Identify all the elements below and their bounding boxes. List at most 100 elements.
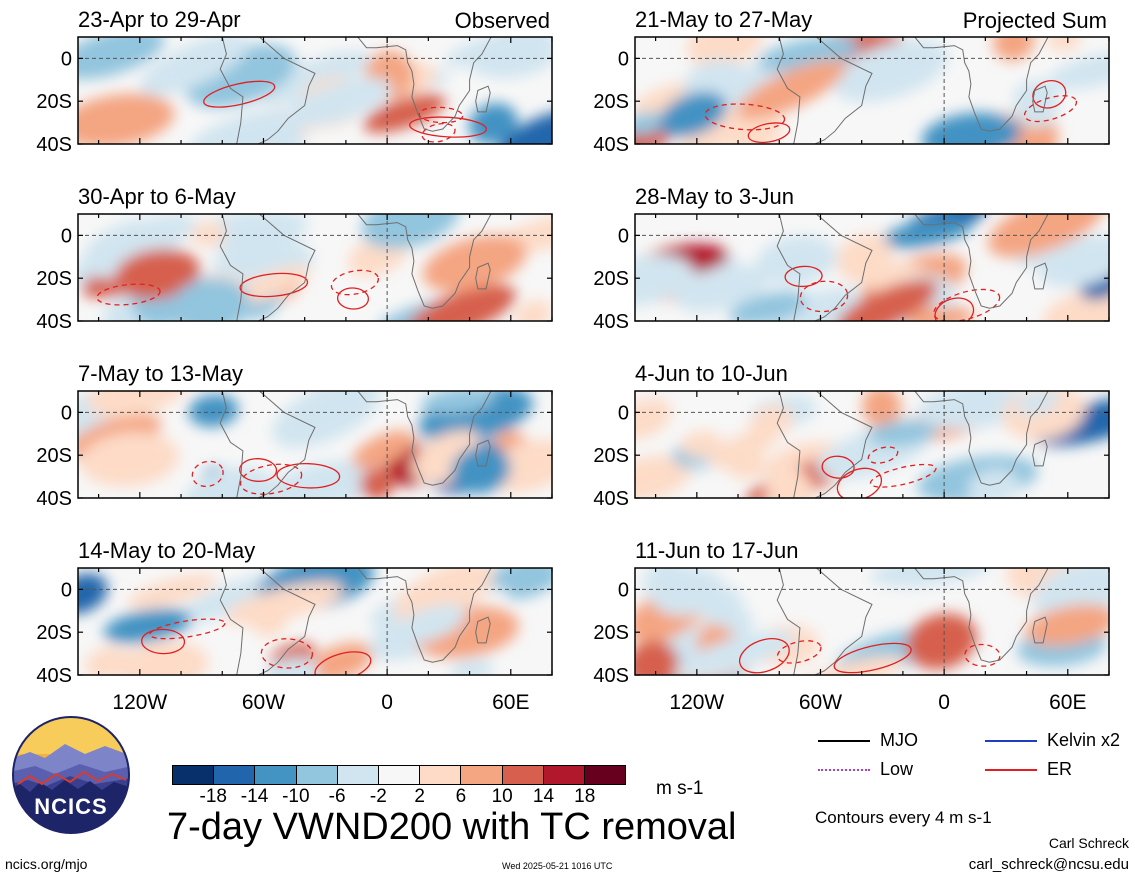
wind-anomaly-blob: [771, 287, 863, 321]
wind-anomaly-blob: [987, 214, 1105, 258]
madagascar-outline: [1032, 439, 1048, 467]
wind-anomaly-blob: [87, 391, 187, 418]
lat-tick-label: 40S: [593, 488, 629, 510]
site-link[interactable]: ncics.org/mjo: [5, 856, 88, 872]
column-header: Observed: [455, 8, 550, 33]
er-contour: [409, 116, 487, 138]
south-america-outline: [219, 391, 316, 498]
wind-anomaly-blob: [862, 391, 902, 429]
wind-anomaly-blob: [687, 37, 764, 69]
wind-anomaly-blob: [78, 93, 175, 144]
wind-anomaly-blob: [1033, 568, 1109, 622]
wind-anomaly-blob: [421, 391, 496, 415]
er-contour: [239, 458, 278, 482]
lat-tick-label: 40S: [36, 665, 72, 687]
map-panel: 0 20S 40S 11-Jun to 17-Jun 120W 60W 0 60E: [593, 538, 1110, 714]
lat-tick-label: 40S: [36, 311, 72, 333]
lon-tick-label: 60E: [1049, 691, 1086, 714]
lat-tick-label: 20S: [36, 91, 72, 113]
panel-frame: [634, 390, 1110, 499]
colorbar-swatch: [173, 766, 215, 784]
er-contour: [260, 638, 314, 669]
lat-tick-label: 40S: [593, 134, 629, 156]
map-panel: 0 20S 40S 21-May to 27-May Projected Sum: [593, 7, 1110, 156]
wind-anomaly-blob: [172, 573, 282, 626]
lat-tick-label: 0: [61, 225, 72, 247]
madagascar-outline: [1032, 85, 1048, 113]
legend-item: ER: [985, 759, 1072, 780]
lat-tick-label: 40S: [593, 665, 629, 687]
legend-line-swatch: [818, 739, 870, 742]
wind-anomaly-blob: [635, 254, 695, 307]
lat-tick-label: 0: [618, 402, 629, 424]
er-contour: [821, 455, 855, 479]
lon-tick-label: 120W: [112, 691, 167, 714]
er-contour: [869, 463, 937, 488]
wind-anomaly-blob: [1042, 286, 1109, 321]
colorbar-swatch: [502, 766, 544, 784]
panel-frame: [77, 390, 553, 499]
er-contour: [704, 103, 786, 131]
wind-anomaly-blob: [249, 598, 288, 637]
south-america-outline: [776, 37, 873, 144]
south-america-outline: [776, 214, 873, 321]
lat-tick-label: 20S: [593, 622, 629, 644]
wind-anomaly-blob: [285, 77, 392, 127]
wind-anomaly-blob: [676, 631, 795, 675]
panel-date-title: 28-May to 3-Jun: [635, 184, 794, 209]
er-contour: [421, 122, 456, 143]
panel-frame: [634, 213, 1110, 322]
author-email[interactable]: carl_schreck@ncsu.edu: [968, 856, 1129, 873]
colorbar: [172, 765, 626, 785]
logo-text: NCICS: [34, 794, 108, 819]
africa-outline: [914, 568, 1049, 663]
colorbar-tick-label: 14: [532, 786, 555, 807]
africa-outline: [914, 214, 1049, 309]
wind-anomaly-blob: [269, 460, 387, 498]
legend-item: MJO: [818, 730, 918, 751]
wind-anomaly-blob: [697, 586, 743, 624]
legend-item: Low: [818, 759, 913, 780]
panel-date-title: 11-Jun to 17-Jun: [635, 538, 798, 563]
wind-anomaly-blob: [361, 214, 460, 249]
contour-interval-note: Contours every 4 m s-1: [815, 808, 992, 827]
south-america-outline: [776, 391, 873, 498]
panel-frame: [77, 213, 553, 322]
colorbar-swatch: [461, 766, 503, 784]
colorbar-tick-label: -18: [199, 786, 227, 807]
south-america-outline: [219, 37, 316, 144]
wind-anomaly-blob: [871, 568, 990, 587]
er-contour: [418, 106, 464, 124]
wind-anomaly-blob: [479, 568, 550, 590]
panel-date-title: 23-Apr to 29-Apr: [78, 7, 241, 32]
er-contour: [776, 640, 822, 664]
wind-anomaly-blob: [103, 608, 192, 643]
lon-tick-label: 60E: [492, 691, 529, 714]
lat-tick-label: 20S: [593, 445, 629, 467]
legend-line-swatch: [985, 768, 1037, 771]
wind-anomaly-blob: [190, 221, 227, 247]
africa-outline: [357, 214, 492, 309]
wind-anomaly-blob: [422, 235, 527, 292]
lat-tick-label: 20S: [36, 268, 72, 290]
colorbar-swatch: [420, 766, 462, 784]
legend-label: MJO: [880, 730, 918, 750]
lat-tick-label: 0: [61, 48, 72, 70]
wind-anomaly-blob: [835, 279, 938, 321]
south-america-outline: [219, 568, 316, 675]
lon-tick-label: 60W: [799, 691, 842, 714]
er-contour: [833, 642, 912, 674]
wind-anomaly-blob: [921, 112, 1021, 144]
er-contour: [276, 463, 341, 489]
legend-label: ER: [1047, 759, 1073, 779]
er-contour: [738, 638, 790, 674]
er-contour: [239, 463, 303, 495]
africa-outline: [914, 37, 1049, 132]
map-panel: 0 20S 40S 30-Apr to 6-May: [36, 184, 553, 333]
africa-outline: [357, 37, 492, 132]
er-contour: [96, 283, 161, 306]
madagascar-outline: [475, 616, 491, 644]
wind-anomaly-blob: [127, 574, 217, 609]
column-header: Projected Sum: [963, 8, 1107, 33]
lon-tick-label: 60W: [242, 691, 285, 714]
